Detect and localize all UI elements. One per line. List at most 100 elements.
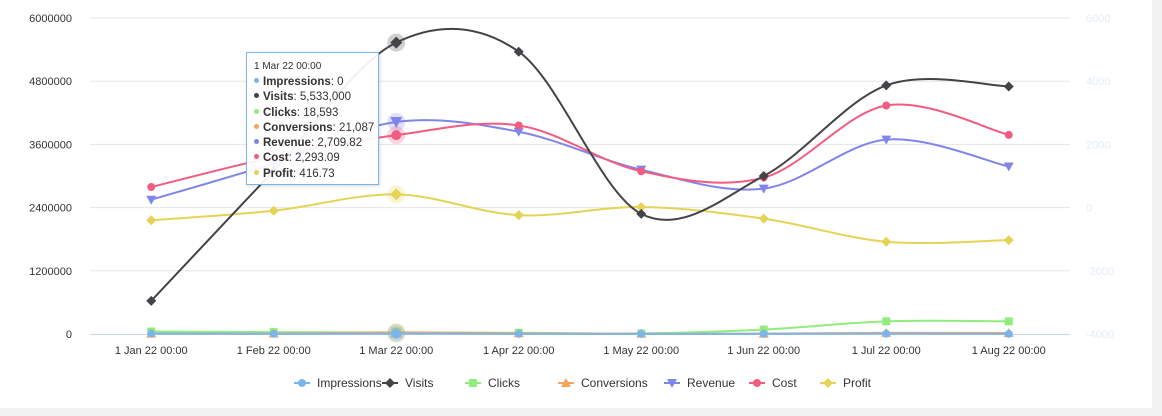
series-clicks [147,317,1013,342]
tooltip-series-name: Cost [263,152,289,165]
data-point [881,135,892,145]
legend-item-impressions: Impressions [317,376,382,390]
tooltip-series-name: Visits [263,91,294,104]
series-profit [146,185,1014,247]
line-chart: 0 1200000 2400000 3600000 4800000 6000000 -400… [29,13,1114,390]
tooltip-rows: Impressions: 0 Visits: 5,533,000 Clicks: 1… [254,75,375,182]
data-point [514,329,523,338]
legend-item-cost: Cost [772,376,797,390]
tooltip-dot [254,123,259,129]
y-left-tick-label: 0 [66,329,72,341]
data-point [758,171,769,181]
tooltip-title: 1 Mar 22 00:00 [254,61,322,72]
series-impressions [147,324,1013,343]
y-right-tick-label: 0 [1086,203,1092,215]
tooltip-row-profit: Profit: 416.73 [254,167,372,182]
data-point [882,329,891,338]
data-point [146,295,157,306]
data-point [759,329,768,338]
data-point [636,201,647,212]
data-point [514,121,523,130]
tooltip-dot [254,108,259,114]
legend-marker [385,378,395,388]
data-point [146,195,157,205]
legend-item-clicks: Clicks [488,376,520,390]
tooltip-series-name: Conversions [263,121,333,134]
data-point [882,101,891,110]
data-point [513,210,524,221]
x-tick-label: 1 Jul 22 00:00 [852,345,921,357]
x-tick-label: 1 Aug 22 00:00 [972,345,1046,357]
data-point [513,127,524,137]
tooltip-series-name: Revenue [263,137,311,150]
data-point [637,330,646,338]
data-point [758,184,769,194]
data-point [1004,317,1013,326]
tooltip-row-impressions: Impressions: 0 [254,75,372,90]
data-point [269,329,278,338]
tooltip-value: : 21,087 [332,121,375,134]
data-point [147,329,156,338]
data-point [1004,130,1013,139]
data-point [390,36,403,49]
y-right-tick-label: -4000 [1086,329,1114,341]
data-point [146,215,157,226]
x-tick-label: 1 Apr 22 00:00 [483,345,555,357]
y-left-tick-label: 3600000 [29,139,72,151]
tooltip-series-name: Clicks [263,106,297,119]
tooltip-value: : 416.73 [293,167,335,180]
tooltip-value: : 0 [330,76,344,88]
data-point [637,167,646,176]
tooltip-dot [254,154,259,160]
data-point [391,328,402,339]
tooltip-row-revenue: Revenue: 2,709.82 [254,136,372,151]
legend-marker [823,378,833,388]
legend-marker [469,379,477,387]
tooltip-value: : 18,593 [296,106,339,119]
data-point [268,205,279,216]
chart-card: 0 1200000 2400000 3600000 4800000 6000000 -400… [0,0,1152,408]
data-point [881,236,892,247]
tooltip-dot [254,93,259,99]
data-point [636,208,647,219]
data-point [882,317,891,326]
tooltip-row-clicks: Clicks: 18,593 [254,106,372,121]
legend-marker [753,379,761,387]
series-line [151,319,1009,335]
y-left-tick-label: 2400000 [29,203,72,215]
x-tick-label: 1 Jan 22 00:00 [115,345,188,357]
data-point [391,130,402,141]
tooltip-dot [254,78,259,83]
tooltip-row-cost: Cost: 2,293.09 [254,151,372,166]
legend-marker [561,378,571,387]
tooltip-dot [254,139,259,145]
legend-marker [667,379,677,388]
y-right-tick-label: 2000 [1086,139,1110,151]
data-point [513,46,524,57]
data-point [881,80,892,91]
tooltip-row-conversions: Conversions: 21,087 [254,121,375,136]
tooltip-series-name: Profit [263,167,294,180]
y-right-tick-label: 4000 [1086,76,1110,88]
x-tick-label: 1 Mar 22 00:00 [359,345,433,357]
x-tick-label: 1 Feb 22 00:00 [237,345,311,357]
y-right-tick-label: -2000 [1086,266,1114,278]
data-point [390,116,403,128]
y-left-tick-label: 4800000 [29,76,72,88]
tooltip-series-name: Impressions [263,76,331,88]
tooltip-value: : 5,533,000 [293,91,352,104]
tooltip-value: : 2,293.09 [288,152,340,165]
data-point [1004,329,1013,338]
chart-tooltip: 1 Mar 22 00:00 Impressions: 0 Visits: 5,5… [246,52,379,185]
tooltip-value: : 2,709.82 [310,137,363,150]
legend: Impressions Visits Clicks Conversions Revenu… [294,376,872,390]
x-tick-label: 1 Jun 22 00:00 [727,345,800,357]
y-right-tick-label: 6000 [1086,13,1110,25]
data-point [1003,235,1014,246]
data-point [758,213,769,224]
legend-marker [298,379,306,387]
data-point [147,183,156,192]
data-point [390,188,403,201]
y-left-tick-label: 6000000 [29,13,72,25]
legend-item-revenue: Revenue [687,376,735,390]
